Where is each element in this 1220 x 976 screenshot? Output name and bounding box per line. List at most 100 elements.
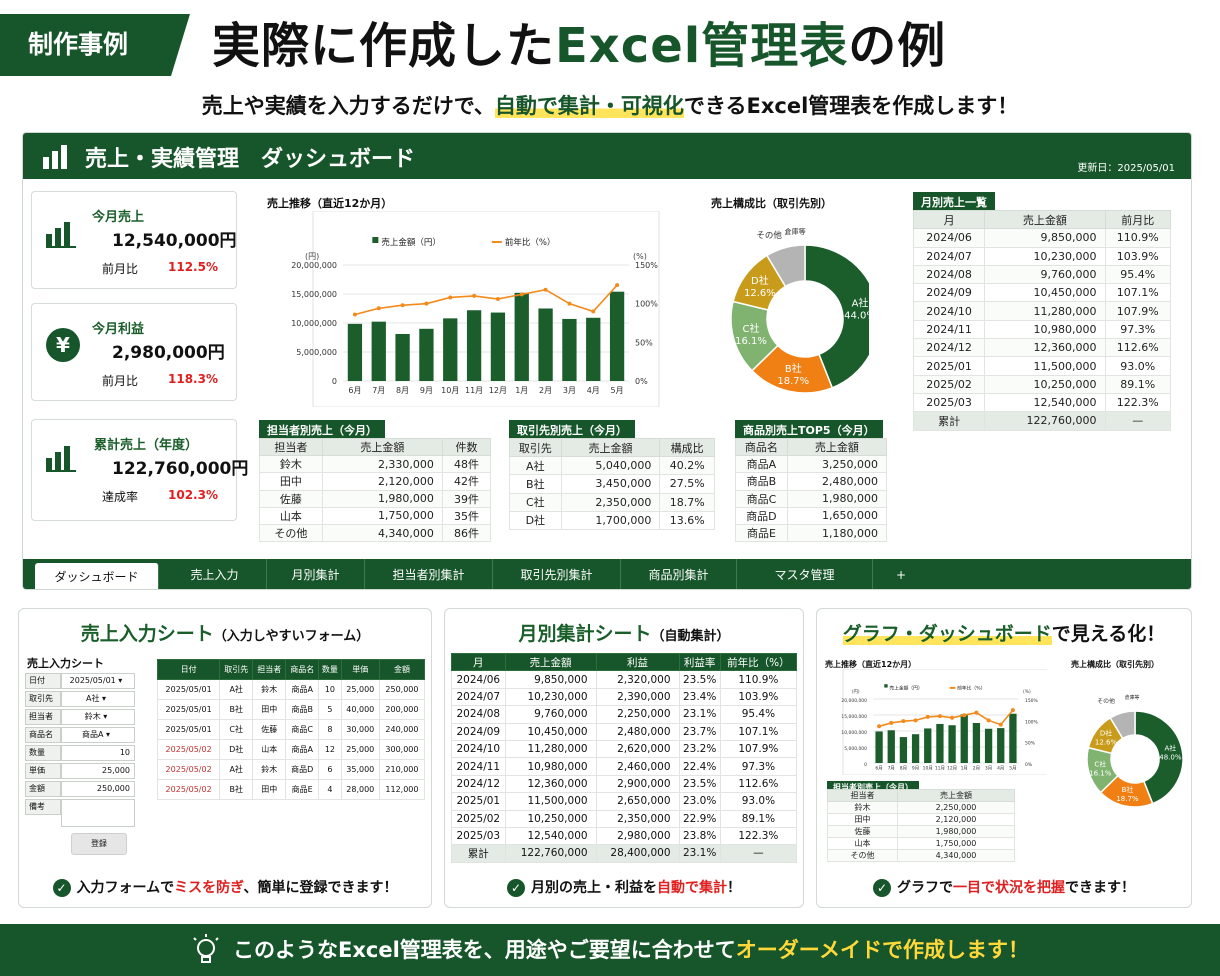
table-cell: 30,000 xyxy=(340,719,380,740)
table-cell: 2025/05/02 xyxy=(156,759,221,780)
check-circle-icon: ✓ xyxy=(52,879,71,897)
bar xyxy=(936,723,944,763)
card-title: 月別集計シート（自動集計） xyxy=(445,619,803,646)
yoy-point xyxy=(974,710,979,715)
bar-chart-icon xyxy=(46,222,76,248)
yoy-point xyxy=(901,719,906,724)
column-header: 日付 xyxy=(156,659,221,680)
table-cell: 鈴木 xyxy=(252,759,287,780)
bar xyxy=(419,328,434,381)
pie-value: 16.1% xyxy=(735,336,767,347)
footer-highlight: ミスを防ぎ xyxy=(174,880,244,896)
form-field[interactable]: 2025/05/01 ▾ xyxy=(61,673,135,689)
table-row: 2024/11 10,980,000 97.3% xyxy=(912,319,1172,340)
y2-tick-label: 0% xyxy=(1025,762,1032,768)
tab-person[interactable]: 担当者別集計 xyxy=(365,559,493,589)
person-tag: 担当者別売上（今月） xyxy=(259,420,385,440)
chart-title: 売上推移（直近12か月） xyxy=(267,197,393,210)
yoy-point xyxy=(543,287,548,292)
footer-part: 、簡単に登録できます！ xyxy=(243,880,398,896)
total-cell: 累計 xyxy=(451,844,506,863)
tab-client[interactable]: 取引先別集計 xyxy=(493,559,621,589)
table-cell: 35,000 xyxy=(340,759,380,780)
x-tick-label: 6月 xyxy=(875,766,882,772)
pie-label: C社 xyxy=(742,322,759,335)
sheet-tabs: ダッシュボード 売上入力 月別集計 担当者別集計 取引先別集計 商品別集計 マス… xyxy=(23,559,1191,589)
table-cell: 300,000 xyxy=(378,739,426,760)
y2-tick-label: 100% xyxy=(635,300,658,309)
lightbulb-icon xyxy=(193,934,219,963)
form-label: 商品名 xyxy=(25,727,61,743)
table-row: 2024/11 10,980,000 2,460,000 22.4% 97.3% xyxy=(451,757,798,776)
table-cell: C社 xyxy=(509,492,562,512)
input-records-table: 日付 取引先 担当者 商品名 数量 単価 金額 2025/05/01 A社 鈴木 商品A 10 25,0… xyxy=(156,659,426,800)
yoy-point xyxy=(424,301,429,306)
table-cell: 86件 xyxy=(441,523,492,543)
yoy-point xyxy=(962,713,967,718)
tab-add[interactable]: + xyxy=(895,568,907,582)
table-cell: 12,360,000 xyxy=(504,774,597,794)
card-footer: ✓ グラフで一目で状況を把握できます！ xyxy=(817,877,1191,897)
table-row: 2025/02 10,250,000 89.1% xyxy=(912,374,1172,394)
table-row: 2025/03 12,540,000 2,980,000 23.8% 122.3% xyxy=(451,826,798,846)
table-cell: 28,000 xyxy=(340,779,380,800)
table-row: 商品D 1,650,000 xyxy=(735,506,888,525)
table-cell: 2024/06 xyxy=(451,670,506,689)
kpi-value: 12,540,000円 xyxy=(112,231,237,251)
y2-tick-label: 150% xyxy=(635,261,658,270)
form-field[interactable]: 25,000 xyxy=(61,763,135,779)
pie-value: 16.1% xyxy=(1089,769,1112,777)
kpi-label: 累計売上（年度） xyxy=(94,438,199,453)
table-cell: 2025/05/01 xyxy=(156,699,221,720)
form-field[interactable] xyxy=(61,799,135,827)
table-cell: 商品D xyxy=(735,506,788,525)
tab-sales-input[interactable]: 売上入力 xyxy=(163,559,267,589)
form-field[interactable]: 250,000 xyxy=(61,781,135,797)
tab-master[interactable]: マスタ管理 xyxy=(737,559,873,589)
tab-monthly[interactable]: 月別集計 xyxy=(267,559,365,589)
x-tick-label: 5月 xyxy=(611,386,624,395)
card-title-sub: （入力しやすいフォーム） xyxy=(213,629,370,644)
table-header-row: 月売上金額 前月比 xyxy=(912,209,1172,230)
table-cell: 12 xyxy=(318,739,342,760)
dashboard-panel: 売上・実績管理 ダッシュボード 更新日：2025/05/01 今月売上 12,5… xyxy=(22,132,1192,590)
tab-dashboard[interactable]: ダッシュボード xyxy=(35,563,159,589)
product-table: 商品名 売上金額 商品A 3,250,000 商品B 2,480,000 商品C 1,980,… xyxy=(735,437,888,543)
form-label: 取引先 xyxy=(25,691,61,707)
register-button[interactable]: 登録 xyxy=(71,833,127,855)
footer-part: 月別の売上・利益を xyxy=(531,880,657,896)
kpi-label: 今月売上 xyxy=(92,210,145,225)
pie-value: 44.0% xyxy=(844,311,869,322)
table-cell: 10,230,000 xyxy=(984,246,1106,266)
table-cell: 田中 xyxy=(259,472,323,491)
table-row: 2024/06 9,850,000 2,320,000 23.5% 110.9% xyxy=(451,670,798,689)
yoy-point xyxy=(519,292,524,297)
table-cell: 鈴木 xyxy=(826,801,899,814)
form-field[interactable]: 10 xyxy=(61,745,135,761)
card-monthly-summary: 月別集計シート（自動集計） 月売上金額 利益 利益率 前年比（%） 2024/06 9,8… xyxy=(444,608,804,908)
column-header: 売上金額 xyxy=(321,437,443,457)
form-title: 売上入力シート xyxy=(27,657,104,670)
card-sales-input: 売上入力シート（入力しやすいフォーム） 売上入力シート 日付 2025/05/01… xyxy=(18,608,432,908)
legend-label-sales: 売上金額（円） xyxy=(381,237,441,248)
form-field[interactable]: 鈴木 ▾ xyxy=(61,709,135,725)
bar xyxy=(1009,713,1017,763)
yoy-point xyxy=(925,714,930,719)
table-cell: 12,540,000 xyxy=(504,826,597,846)
pie-label: D社 xyxy=(1100,729,1112,738)
card-title-main: 月別集計シート xyxy=(518,623,652,645)
bar xyxy=(395,334,410,381)
table-row: 2025/05/01 A社 鈴木 商品A 10 25,000 250,000 xyxy=(156,679,426,700)
tab-product[interactable]: 商品別集計 xyxy=(621,559,737,589)
column-header: 数量 xyxy=(318,659,342,680)
person-table: 担当者 売上金額 件数 鈴木 2,330,000 48件 田中 2,120,000 42件 佐藤 1… xyxy=(259,437,492,543)
form-field[interactable]: 商品A ▾ xyxy=(61,727,135,743)
total-row: 累計 122,760,000 28,400,000 23.1% — xyxy=(451,844,798,863)
table-cell: 佐藤 xyxy=(259,489,323,508)
table-cell: 1,750,000 xyxy=(897,837,1015,850)
yoy-point xyxy=(615,283,620,288)
table-cell: 4,340,000 xyxy=(897,849,1015,862)
table-row: 2024/08 9,760,000 95.4% xyxy=(912,264,1172,285)
yoy-point xyxy=(400,303,405,308)
form-field[interactable]: A社 ▾ xyxy=(61,691,135,707)
